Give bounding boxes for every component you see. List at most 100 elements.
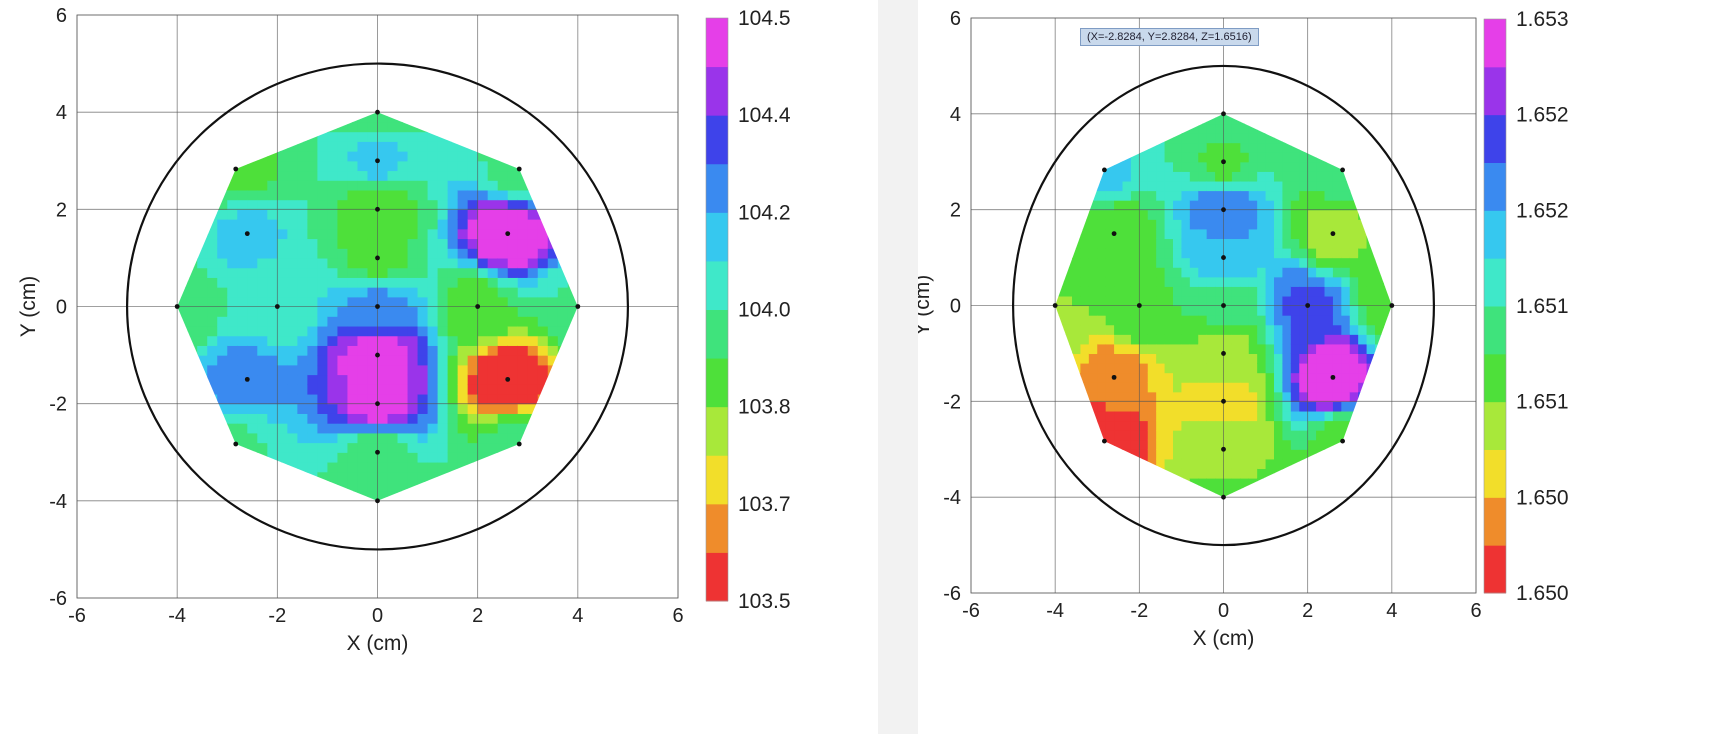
colorbar-segment — [706, 115, 728, 165]
measurement-point — [1221, 398, 1226, 404]
colorbar-segment — [706, 260, 728, 310]
measurement-point — [375, 449, 380, 455]
measurement-point — [244, 231, 250, 237]
y-tick-label: 6 — [56, 5, 67, 27]
colorbar-tick-label: 103.8 — [738, 396, 791, 419]
colorbar-segment — [706, 309, 728, 359]
cursor-readout-tooltip: (X=-2.8284, Y=2.8284, Z=1.6516) — [1080, 28, 1259, 46]
measurement-point — [1221, 303, 1226, 308]
colorbar-tick-label: 104.0 — [738, 299, 791, 322]
measurement-point — [1052, 303, 1058, 308]
x-axis-label: X (cm) — [1193, 627, 1255, 650]
colorbar-segment — [1484, 497, 1506, 546]
colorbar-tick-label: 104.4 — [738, 104, 791, 127]
x-tick-label: 0 — [1218, 600, 1229, 622]
measurement-point — [1221, 351, 1226, 356]
colorbar-tick-label: 104.2 — [738, 201, 791, 224]
measurement-point — [1221, 255, 1226, 260]
colorbar-segment — [1484, 401, 1506, 450]
colorbar-segment — [706, 503, 728, 553]
colorbar-segment — [706, 163, 728, 213]
colorbar-tick-label: 1.652 — [1516, 199, 1569, 222]
x-tick-label: 2 — [472, 605, 483, 627]
measurement-point — [516, 441, 522, 447]
measurement-point — [1330, 231, 1336, 237]
y-tick-label: 6 — [950, 8, 961, 30]
colorbar-tick-label: 103.5 — [738, 590, 791, 613]
right-contour-chart: -6 -4 -2 0 2 4 6 -6 -4 -2 0 2 4 6 X (cm) Y (cm) 1.650 1.6… — [918, 8, 1569, 650]
x-tick-label: -4 — [1046, 600, 1064, 622]
x-axis-label: X (cm) — [347, 632, 409, 655]
y-axis-label: Y (cm) — [17, 276, 40, 337]
x-tick-label: 6 — [672, 605, 683, 627]
measurement-point — [505, 231, 511, 237]
colorbar-tick-label: 1.652 — [1516, 104, 1569, 127]
colorbar-segment — [1484, 19, 1506, 68]
measurement-point — [1221, 159, 1226, 165]
y-tick-label: -6 — [49, 588, 67, 610]
y-tick-label: -2 — [49, 394, 67, 416]
y-tick-label: 4 — [950, 104, 961, 126]
measurement-point — [1330, 374, 1336, 380]
x-tick-label: 4 — [572, 605, 583, 627]
y-tick-label: -4 — [943, 487, 961, 509]
colorbar-tick-label: 104.5 — [738, 7, 791, 30]
measurement-point — [375, 498, 380, 504]
wafer-outline — [1011, 64, 1436, 547]
y-tick-label: 4 — [56, 102, 67, 124]
measurement-point — [1221, 207, 1226, 213]
measurement-point — [274, 304, 280, 309]
measurement-point — [575, 304, 581, 309]
colorbar-tick-label: 1.653 — [1516, 8, 1569, 31]
y-tick-label: -6 — [943, 583, 961, 605]
left-contour-panel: -6 -4 -2 0 2 4 6 -6 -4 -2 0 2 4 6 X (cm) Y (cm) 103.5 103… — [0, 0, 878, 734]
y-tick-label: 0 — [950, 296, 961, 318]
colorbar-segment — [706, 552, 728, 602]
measurement-point — [1111, 231, 1117, 237]
colorbar-segment — [1484, 210, 1506, 259]
x-tick-label: -2 — [1130, 600, 1148, 622]
measurement-point — [375, 304, 380, 309]
measurement-point — [1111, 374, 1117, 380]
wafer-outline — [125, 62, 630, 551]
y-tick-label: 0 — [56, 297, 67, 319]
measurement-point — [1221, 494, 1226, 500]
colorbar-tick-label: 1.651 — [1516, 391, 1569, 414]
colorbar-segment — [706, 358, 728, 408]
measurement-point — [1102, 438, 1107, 444]
colorbar-segment — [1484, 306, 1506, 355]
colorbar-tick-label: 1.651 — [1516, 295, 1569, 318]
x-tick-label: 0 — [372, 605, 383, 627]
measurement-point — [233, 166, 239, 172]
y-axis-label: Y (cm) — [918, 275, 934, 336]
colorbar-segment — [1484, 258, 1506, 307]
y-tick-label: -2 — [943, 391, 961, 413]
colorbar-tick-label: 1.650 — [1516, 582, 1569, 605]
measurement-point — [233, 441, 239, 447]
colorbar-segment — [1484, 162, 1506, 211]
measurement-point — [375, 352, 380, 358]
colorbar-segment — [1484, 66, 1506, 116]
colorbar-segment — [706, 66, 728, 116]
colorbar-tick-label: 103.7 — [738, 493, 791, 516]
measurement-point — [1102, 167, 1107, 173]
colorbar-segment — [706, 18, 728, 68]
measurement-point — [1305, 303, 1311, 308]
colorbar-frame — [1483, 18, 1507, 594]
measurement-point — [1389, 303, 1395, 308]
measurement-point — [375, 158, 380, 164]
measurement-point — [174, 304, 180, 309]
colorbar-segment — [706, 455, 728, 505]
measurement-point — [1221, 111, 1226, 117]
y-tick-label: 2 — [56, 199, 67, 221]
measurement-point — [375, 401, 380, 407]
measurement-point — [1340, 438, 1345, 444]
colorbar-segment — [1484, 114, 1506, 163]
left-contour-chart: -6 -4 -2 0 2 4 6 -6 -4 -2 0 2 4 6 X (cm) Y (cm) 103.5 103… — [17, 5, 791, 655]
colorbar-segment — [1484, 449, 1506, 498]
x-tick-label: 4 — [1386, 600, 1397, 622]
colorbar-segment — [706, 406, 728, 456]
measurement-point — [244, 376, 250, 382]
measurement-point — [475, 304, 481, 309]
measurement-point — [375, 255, 380, 261]
